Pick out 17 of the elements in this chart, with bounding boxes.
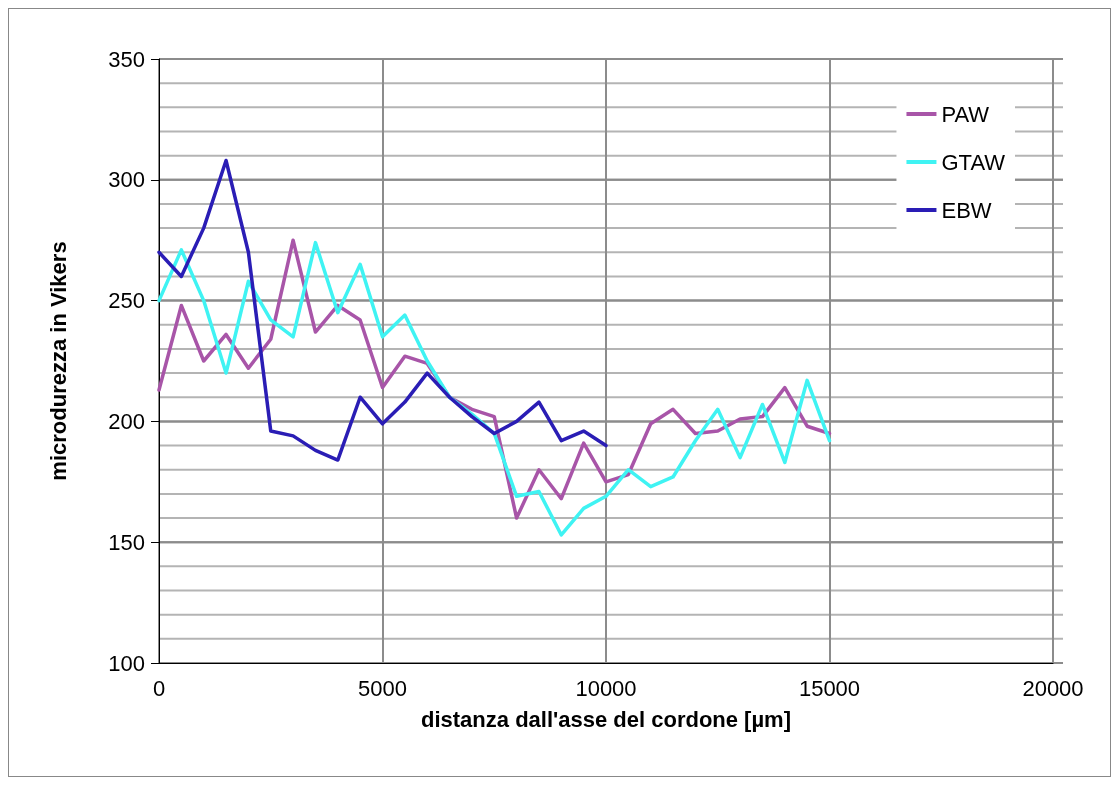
- y-axis-title: microdurezza in Vikers: [45, 241, 71, 481]
- legend-label: PAW: [941, 101, 990, 127]
- x-tick-label: 10000: [575, 675, 637, 701]
- line-series: [157, 158, 608, 462]
- y-tick-label: 200: [108, 408, 145, 434]
- x-tick-label: 0: [152, 675, 166, 701]
- legend-label: GTAW: [941, 149, 1006, 175]
- y-tick-label: 300: [108, 167, 145, 193]
- y-tick-label: 350: [108, 46, 145, 72]
- x-tick-label: 20000: [1022, 675, 1084, 701]
- x-tick-label: 15000: [798, 675, 861, 701]
- y-tick-label: 250: [108, 288, 145, 314]
- x-tick-label: 5000: [358, 675, 407, 701]
- legend-label: EBW: [941, 197, 992, 223]
- x-axis-title: distanza dall'asse del cordone [µm]: [420, 706, 792, 732]
- y-tick-label: 100: [108, 650, 145, 676]
- y-tick-label: 150: [108, 529, 145, 555]
